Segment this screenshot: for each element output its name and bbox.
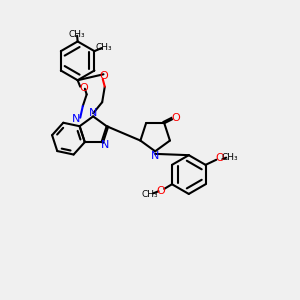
Text: CH₃: CH₃: [221, 153, 238, 162]
Text: O: O: [215, 153, 224, 164]
Text: O: O: [79, 83, 88, 93]
Text: N: N: [151, 151, 159, 161]
Text: N: N: [100, 140, 109, 150]
Text: N: N: [72, 114, 80, 124]
Text: CH₃: CH₃: [95, 43, 112, 52]
Text: N: N: [89, 107, 97, 118]
Text: O: O: [172, 112, 180, 123]
Text: CH₃: CH₃: [68, 30, 85, 39]
Text: O: O: [99, 71, 108, 81]
Text: CH₃: CH₃: [142, 190, 158, 199]
Text: O: O: [157, 186, 166, 196]
